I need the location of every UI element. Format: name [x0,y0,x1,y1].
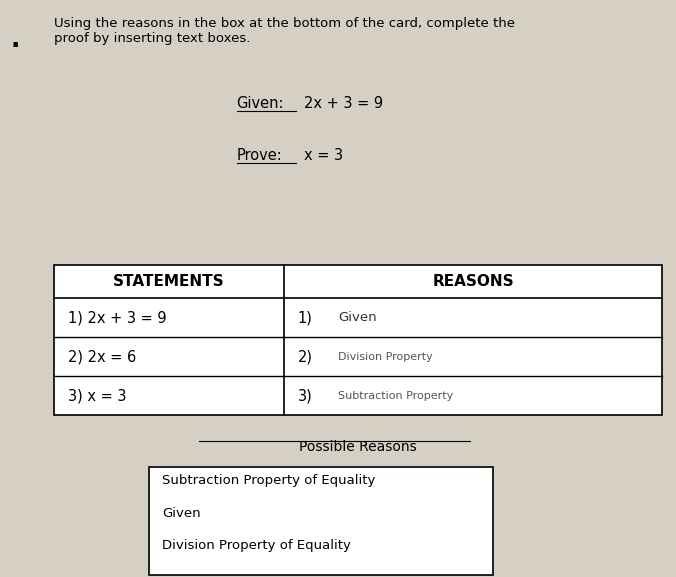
Text: 1) 2x + 3 = 9: 1) 2x + 3 = 9 [68,310,166,325]
Text: Subtraction Property of Equality: Subtraction Property of Equality [162,474,376,488]
FancyBboxPatch shape [149,467,493,575]
Text: 3): 3) [297,388,312,403]
Text: 2) 2x = 6: 2) 2x = 6 [68,350,136,365]
Text: 2x + 3 = 9: 2x + 3 = 9 [304,96,383,111]
Text: Division Property of Equality: Division Property of Equality [162,539,351,552]
Text: .: . [10,28,20,53]
Text: Possible Reasons: Possible Reasons [299,440,417,454]
Text: Given:: Given: [237,96,284,111]
Text: 3) x = 3: 3) x = 3 [68,388,126,403]
Text: Division Property: Division Property [338,352,433,362]
Text: 1): 1) [297,310,312,325]
Text: x = 3: x = 3 [304,148,343,163]
Text: 2): 2) [297,350,312,365]
Text: STATEMENTS: STATEMENTS [113,275,225,290]
Text: REASONS: REASONS [433,275,514,290]
Text: Subtraction Property: Subtraction Property [338,391,453,401]
FancyBboxPatch shape [54,265,662,415]
Text: Given: Given [338,312,377,324]
Text: Given: Given [162,507,201,520]
Text: Prove:: Prove: [237,148,283,163]
Text: Using the reasons in the box at the bottom of the card, complete the
proof by in: Using the reasons in the box at the bott… [54,17,515,46]
